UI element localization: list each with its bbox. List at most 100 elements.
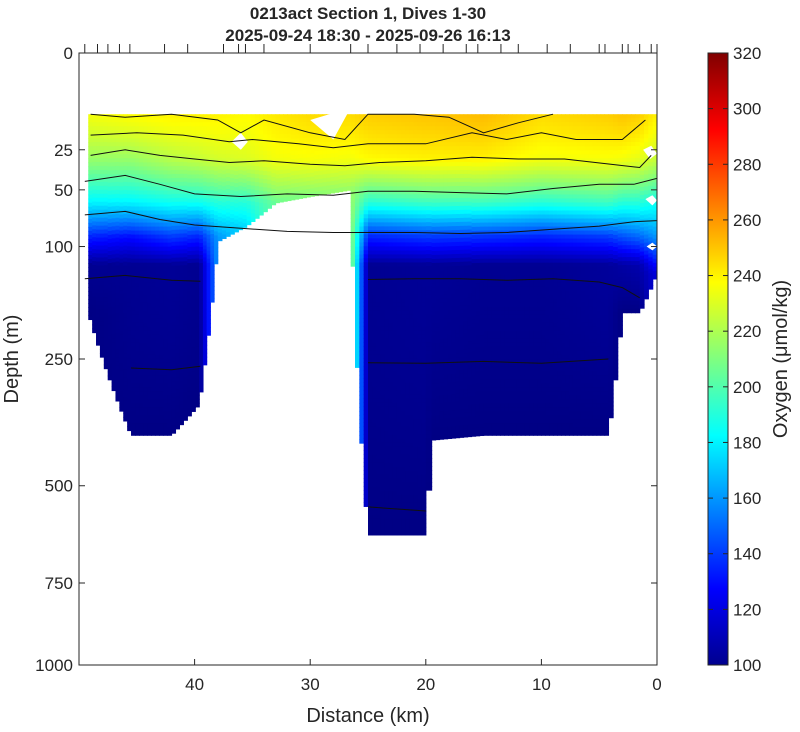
- oxygen-cell: [139, 358, 144, 364]
- oxygen-cell: [199, 319, 204, 325]
- oxygen-cell: [409, 154, 415, 159]
- oxygen-cell: [107, 218, 113, 224]
- oxygen-cell: [225, 220, 231, 226]
- oxygen-cell: [417, 426, 423, 432]
- oxygen-cell: [179, 380, 184, 386]
- oxygen-cell: [96, 233, 101, 239]
- oxygen-cell: [202, 356, 208, 362]
- oxygen-cell: [206, 182, 211, 188]
- oxygen-cell: [210, 293, 215, 299]
- oxygen-cell: [171, 349, 177, 354]
- oxygen-cell: [143, 375, 148, 380]
- oxygen-cell: [210, 246, 215, 251]
- oxygen-cell: [409, 474, 415, 480]
- oxygen-cell: [103, 197, 109, 203]
- oxygen-cell: [417, 362, 423, 368]
- oxygen-cell: [275, 154, 280, 159]
- oxygen-cell: [131, 318, 136, 324]
- oxygen-cell: [401, 502, 406, 508]
- oxygen-cell: [217, 197, 223, 202]
- oxygen-cell: [107, 275, 113, 280]
- oxygen-cell: [401, 122, 406, 127]
- oxygen-cell: [96, 177, 101, 183]
- oxygen-cell: [392, 234, 398, 240]
- oxygen-cell: [191, 347, 196, 352]
- oxygen-cell: [421, 414, 427, 420]
- oxygen-cell: [355, 347, 360, 352]
- oxygen-cell: [421, 162, 427, 167]
- oxygen-cell: [147, 358, 152, 364]
- oxygen-cell: [191, 339, 196, 344]
- oxygen-cell: [187, 158, 192, 164]
- oxygen-cell: [417, 202, 423, 207]
- oxygen-cell: [195, 334, 200, 340]
- oxygen-cell: [318, 170, 323, 176]
- oxygen-cell: [396, 322, 402, 328]
- oxygen-cell: [322, 174, 327, 179]
- oxygen-cell: [355, 214, 360, 220]
- oxygen-cell: [99, 261, 105, 267]
- oxygen-cell: [167, 166, 173, 171]
- oxygen-cell: [163, 222, 169, 228]
- oxygen-cell: [259, 210, 264, 216]
- oxygen-cell: [191, 331, 196, 336]
- oxygen-cell: [151, 282, 156, 288]
- oxygen-cell: [230, 146, 235, 151]
- oxygen-cell: [417, 146, 423, 151]
- oxygen-cell: [131, 254, 136, 260]
- oxygen-cell: [187, 363, 192, 369]
- oxygen-cell: [355, 359, 360, 364]
- oxygen-cell: [210, 178, 215, 183]
- oxygen-cell: [283, 130, 288, 135]
- oxygen-cell: [421, 370, 427, 376]
- oxygen-cell: [392, 222, 398, 227]
- oxygen-cell: [99, 353, 105, 358]
- oxygen-cell: [380, 366, 386, 372]
- oxygen-cell: [143, 399, 148, 404]
- oxygen-cell: [368, 302, 373, 308]
- oxygen-cell: [368, 198, 373, 203]
- oxygen-cell: [368, 242, 373, 248]
- oxygen-cell: [163, 423, 169, 428]
- oxygen-cell: [287, 149, 292, 155]
- oxygen-cell: [372, 250, 377, 256]
- oxygen-cell: [131, 407, 136, 412]
- oxygen-cell: [350, 138, 356, 143]
- oxygen-cell: [214, 138, 219, 144]
- oxygen-cell: [392, 150, 398, 155]
- oxygen-cell: [298, 138, 304, 143]
- oxygen-cell: [338, 175, 344, 180]
- oxygen-cell: [425, 446, 433, 451]
- oxygen-cell: [342, 162, 348, 168]
- oxygen-cell: [92, 185, 97, 191]
- oxygen-cell: [392, 386, 398, 392]
- oxygen-cell: [388, 250, 394, 256]
- oxygen-cell: [359, 423, 365, 428]
- oxygen-cell: [384, 390, 390, 396]
- oxygen-cell: [127, 362, 132, 368]
- oxygen-cell: [425, 422, 433, 427]
- oxygen-cell: [271, 153, 277, 159]
- oxygen-cell: [159, 226, 164, 232]
- oxygen-cell: [396, 126, 402, 131]
- oxygen-cell: [139, 350, 144, 356]
- oxygen-cell: [372, 222, 377, 227]
- oxygen-cell: [401, 454, 406, 460]
- oxygen-cell: [238, 213, 244, 219]
- oxygen-cell: [119, 238, 124, 244]
- oxygen-cell: [191, 182, 196, 188]
- oxygen-cell: [363, 330, 369, 335]
- oxygen-cell: [210, 166, 215, 171]
- oxygen-cell: [359, 178, 365, 183]
- oxygen-cell: [127, 386, 132, 392]
- oxygen-cell: [238, 205, 244, 211]
- oxygen-cell: [242, 134, 248, 140]
- oxygen-cell: [384, 314, 390, 320]
- oxygen-cell: [230, 134, 235, 139]
- oxygen-cell: [171, 401, 177, 406]
- oxygen-cell: [363, 170, 369, 175]
- oxygen-cell: [409, 114, 415, 119]
- oxygen-cell: [405, 474, 410, 480]
- oxygen-cell: [159, 142, 164, 147]
- oxygen-cell: [179, 173, 184, 179]
